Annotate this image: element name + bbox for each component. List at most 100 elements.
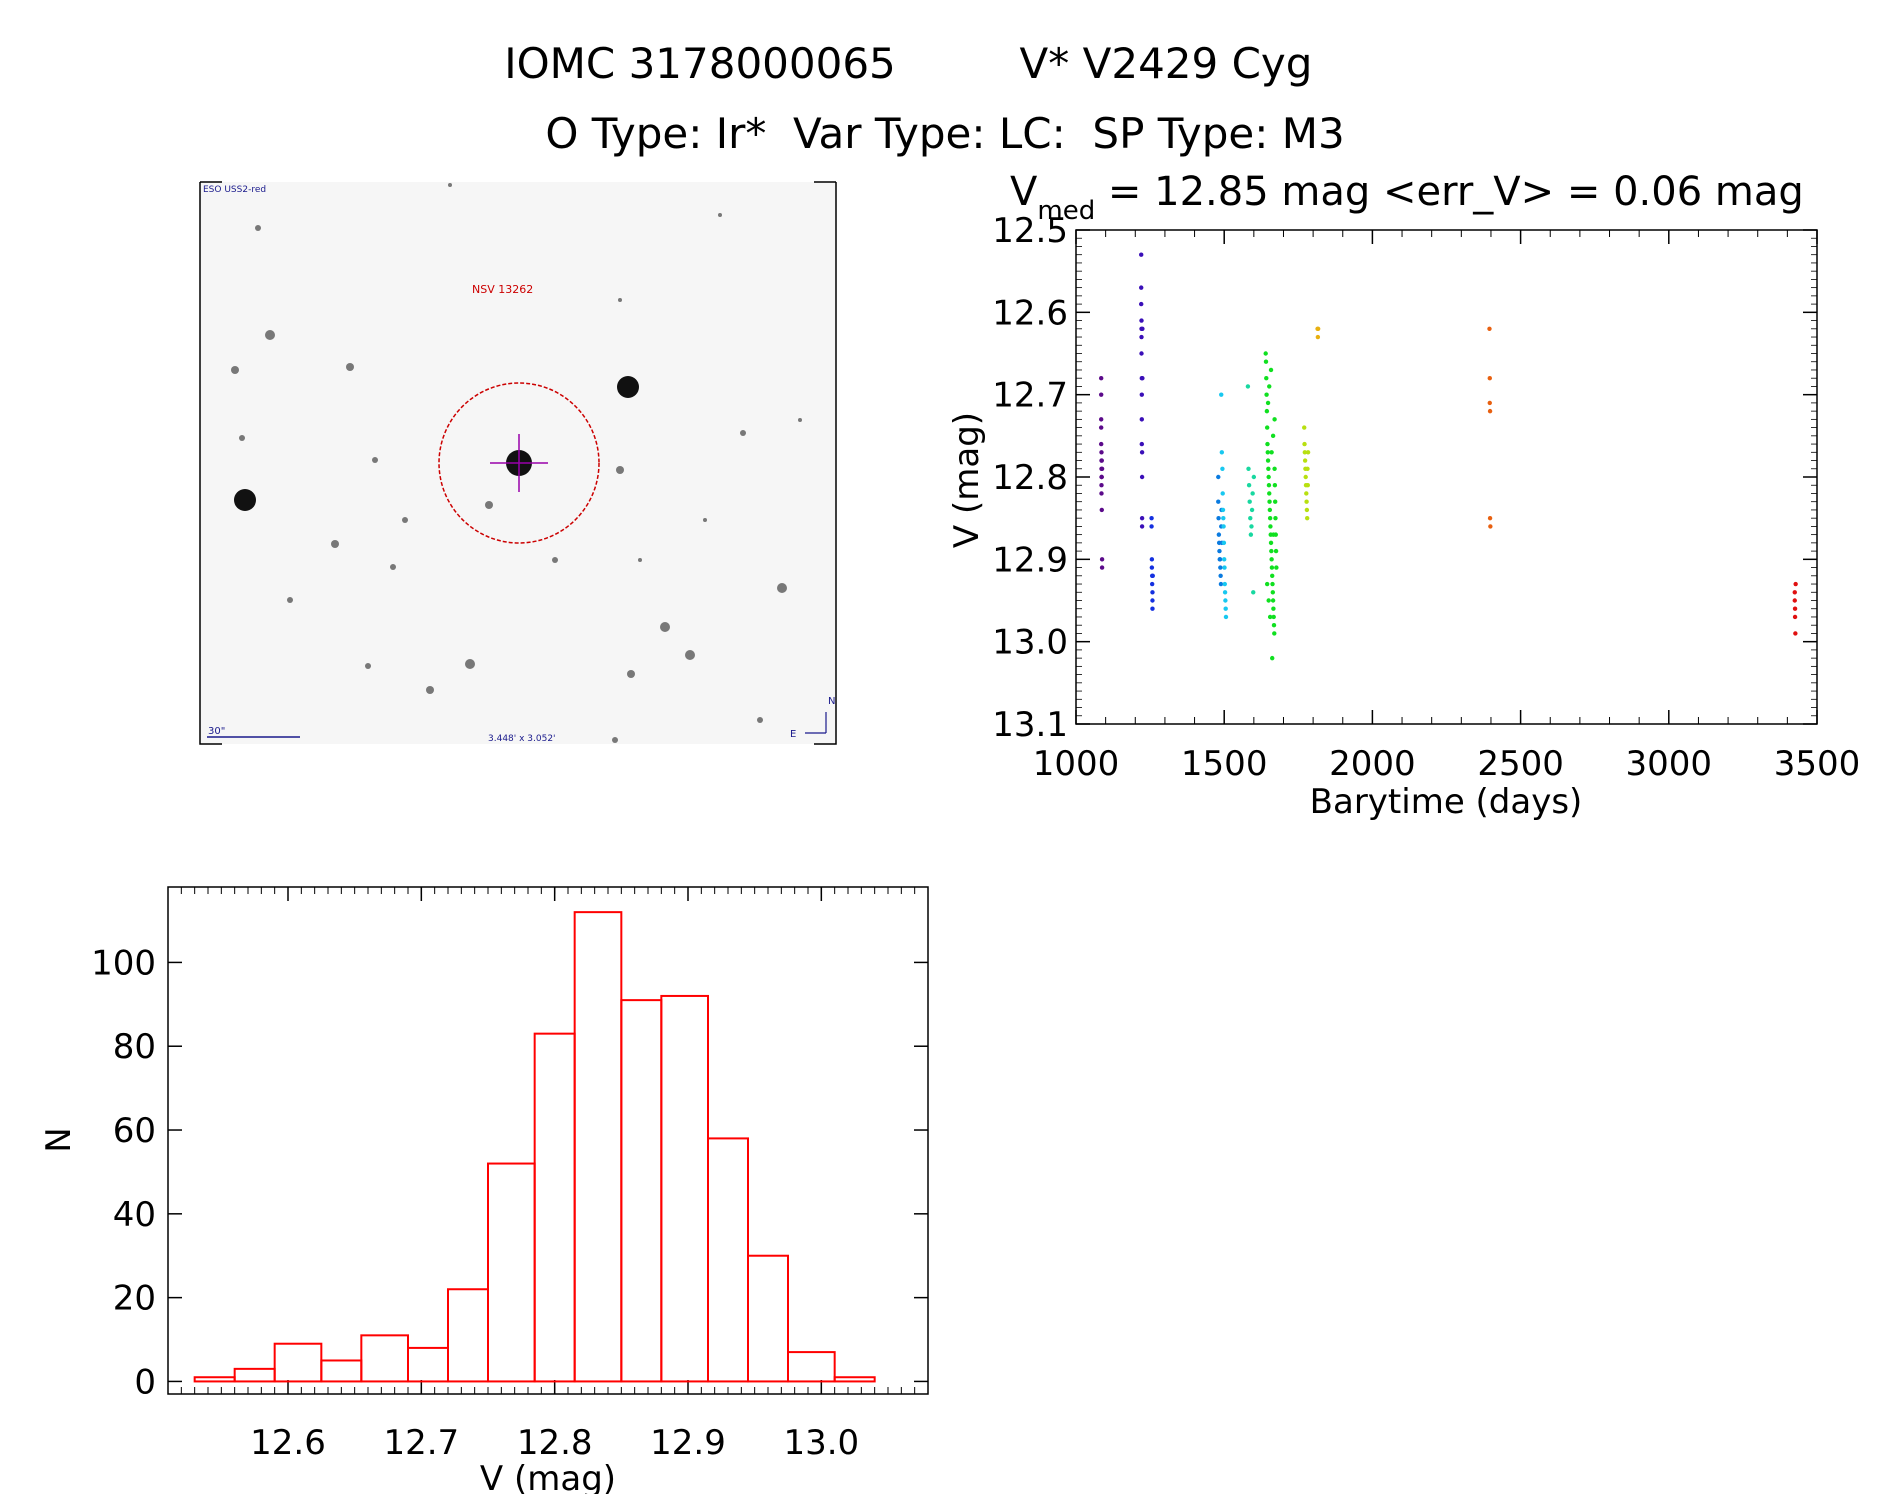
lc-title: Vmed = 12.85 mag <err_V> = 0.06 mag xyxy=(1010,169,1804,226)
lc-point-s3-10 xyxy=(1218,581,1224,587)
lc-point-s3-9 xyxy=(1218,573,1223,578)
lc-point-s7-8 xyxy=(1304,499,1309,504)
hist-bar-0 xyxy=(193,1376,236,1383)
star-6 xyxy=(331,540,339,548)
header-object-name: V* V2429 Cyg xyxy=(1020,39,1313,88)
lc-point-s6-15 xyxy=(1267,515,1273,521)
hist-bars xyxy=(193,911,876,1383)
hist-xtick-label-1: 12.7 xyxy=(383,1423,459,1463)
lc-point-s6-47 xyxy=(1271,532,1276,537)
hist-bar-2 xyxy=(273,1342,323,1383)
lc-point-s1-16 xyxy=(1140,326,1145,331)
lc-point-s6-5 xyxy=(1264,425,1270,430)
lc-point-s8-2 xyxy=(1315,326,1321,331)
lc-point-s1-6 xyxy=(1139,351,1144,356)
star-19 xyxy=(390,564,396,570)
lc-point-s1-5 xyxy=(1139,334,1144,340)
lc-point-s1-13 xyxy=(1139,524,1145,529)
star-5 xyxy=(231,366,239,374)
field-size-label: 3.448' x 3.052' xyxy=(488,734,556,744)
compass-icon xyxy=(805,712,827,734)
lc-point-s8-1 xyxy=(1315,334,1321,340)
lc-point-s0-12 xyxy=(1099,474,1104,480)
lc-point-s4-8 xyxy=(1222,557,1227,562)
header-type-line: O Type: Ir* Var Type: LC: SP Type: M3 xyxy=(545,109,1344,158)
hist-bar-3 xyxy=(320,1359,363,1383)
lc-point-s9-4 xyxy=(1487,515,1493,521)
star-20 xyxy=(239,435,245,441)
star-26 xyxy=(703,518,707,522)
lc-xtick-label-3: 2500 xyxy=(1477,744,1564,784)
lc-ylabel: V (mag) xyxy=(947,412,987,548)
lc-point-s9-2 xyxy=(1487,400,1492,406)
lc-point-s9-0 xyxy=(1487,326,1492,331)
lc-point-s6-27 xyxy=(1271,614,1276,620)
target-label: NSV 13262 xyxy=(472,283,533,296)
star-15 xyxy=(426,686,434,694)
lc-point-s6-9 xyxy=(1266,466,1271,471)
lc-point-s4-13 xyxy=(1223,606,1228,611)
lc-point-s5-9 xyxy=(1251,590,1256,595)
lc-point-s6-12 xyxy=(1267,491,1272,496)
hist-bar-8 xyxy=(533,1032,576,1383)
lc-point-s3-3 xyxy=(1216,532,1222,537)
lc-point-s10-5 xyxy=(1793,581,1798,587)
lc-xtick-label-1: 1500 xyxy=(1181,744,1268,784)
lc-point-s6-21 xyxy=(1269,565,1275,570)
lc-point-s0-16 xyxy=(1099,466,1105,471)
hist-bar-13 xyxy=(747,1254,789,1383)
hist-ytick-label-4: 80 xyxy=(113,1027,156,1067)
lc-point-s6-26 xyxy=(1271,606,1276,611)
lc-point-s4-12 xyxy=(1223,598,1228,603)
lc-ytick-label-0: 12.5 xyxy=(992,211,1068,251)
lc-point-s6-13 xyxy=(1267,499,1272,504)
lc-point-s6-7 xyxy=(1265,450,1270,455)
lc-point-s6-31 xyxy=(1272,483,1278,488)
star-24 xyxy=(618,298,622,302)
lc-point-s6-14 xyxy=(1267,507,1273,513)
star-27 xyxy=(287,597,293,603)
hist-ytick-label-3: 60 xyxy=(113,1111,156,1151)
hist-xlabel: V (mag) xyxy=(480,1459,616,1494)
lc-point-s0-5 xyxy=(1099,450,1104,455)
star-25 xyxy=(798,418,802,422)
lc-point-s6-35 xyxy=(1273,548,1279,554)
star-8 xyxy=(485,501,493,509)
star-2 xyxy=(234,489,256,511)
hist-bar-5 xyxy=(407,1346,449,1383)
hist-ticks: 12.6 12.7 12.8 12.9 13.0 0 20 40 60 80 100 xyxy=(91,887,929,1463)
lc-point-s2-0 xyxy=(1149,515,1154,521)
lc-axes-frame xyxy=(1075,229,1818,725)
lc-point-s6-4 xyxy=(1264,408,1270,414)
lc-point-s0-10 xyxy=(1099,491,1104,496)
lc-point-s6-46 xyxy=(1270,655,1275,661)
hist-ytick-label-1: 20 xyxy=(113,1279,156,1319)
lc-point-s3-8 xyxy=(1218,565,1223,570)
lc-point-s1-14 xyxy=(1139,515,1145,521)
lc-point-s4-6 xyxy=(1221,524,1226,529)
lc-point-s0-2 xyxy=(1098,417,1104,422)
lc-point-s6-3 xyxy=(1264,392,1269,397)
star-14 xyxy=(465,659,475,669)
compass-north-label: N xyxy=(828,696,835,707)
lc-point-s6-29 xyxy=(1272,631,1277,636)
lc-point-s7-5 xyxy=(1303,474,1308,480)
lc-point-s2-7 xyxy=(1150,598,1155,603)
lc-point-s4-1 xyxy=(1219,450,1225,455)
star-30 xyxy=(638,558,642,562)
lc-point-s0-15 xyxy=(1099,565,1105,570)
lc-point-s6-41 xyxy=(1270,433,1276,439)
lc-point-s0-4 xyxy=(1098,441,1104,447)
hist-bar-12 xyxy=(707,1137,749,1383)
star-4 xyxy=(346,363,354,371)
lc-point-s1-3 xyxy=(1139,318,1144,323)
lc-point-s6-22 xyxy=(1270,573,1275,578)
lc-point-s10-3 xyxy=(1792,614,1798,620)
compass-east-label: E xyxy=(790,729,796,740)
hist-ytick-label-2: 40 xyxy=(113,1195,156,1235)
lc-point-s1-10 xyxy=(1139,441,1145,447)
hist-bar-6 xyxy=(447,1288,489,1383)
lc-point-s9-3 xyxy=(1487,408,1493,414)
lc-point-s1-8 xyxy=(1139,392,1145,397)
